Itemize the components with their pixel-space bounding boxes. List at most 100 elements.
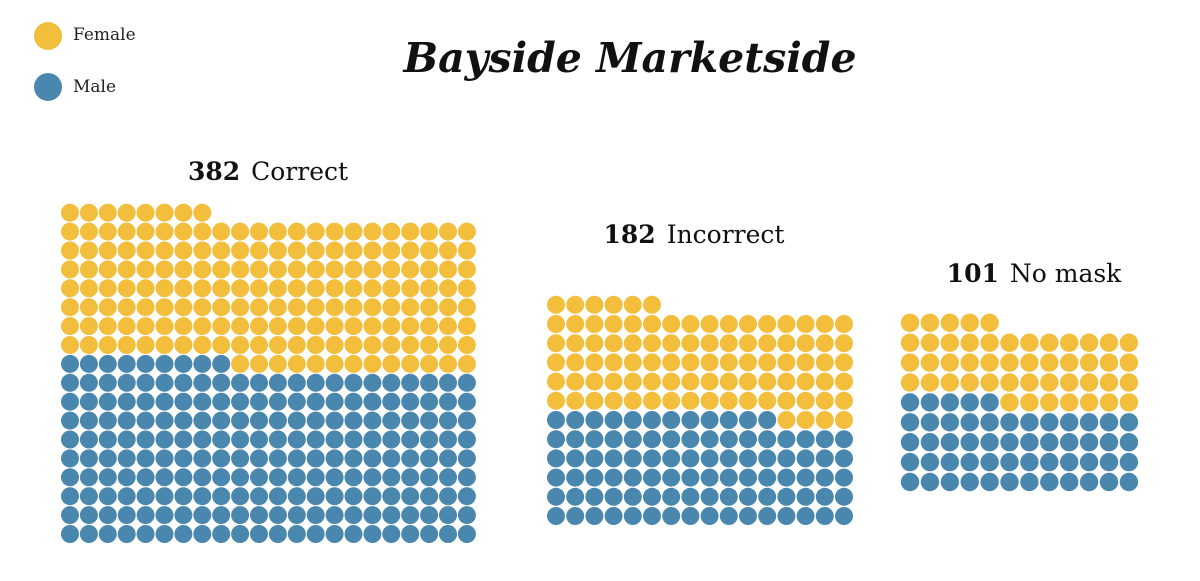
male-dot <box>980 413 999 432</box>
male-dot <box>344 506 363 525</box>
female-dot <box>193 336 212 354</box>
male-dot <box>344 373 363 392</box>
female-dot <box>547 295 565 314</box>
male-dot <box>835 507 853 525</box>
female-dot <box>287 279 306 298</box>
male-dot <box>815 449 834 468</box>
female-dot <box>287 260 306 279</box>
female-dot <box>193 317 212 336</box>
female-dot <box>815 353 834 372</box>
male-dot <box>231 411 250 430</box>
male-dot <box>325 392 344 411</box>
male-dot <box>719 449 738 468</box>
male-dot <box>287 487 306 506</box>
female-dot <box>700 391 719 410</box>
female-dot <box>193 222 212 241</box>
female-dot <box>325 317 344 336</box>
male-dot <box>900 472 920 492</box>
male-dot <box>980 452 999 472</box>
female-dot <box>363 279 382 298</box>
male-dot <box>401 468 420 487</box>
female-dot <box>174 298 193 317</box>
male-dot <box>439 430 457 449</box>
male-dot <box>117 506 136 525</box>
male-dot <box>585 468 604 487</box>
dots-no-mask <box>900 313 1139 492</box>
female-dot <box>306 279 325 298</box>
male-dot <box>193 392 212 411</box>
female-dot <box>681 372 700 391</box>
female-dot <box>420 222 439 241</box>
male-dot <box>61 525 79 543</box>
female-dot <box>212 241 231 260</box>
female-dot <box>439 279 457 298</box>
male-dot <box>439 449 457 468</box>
male-dot <box>79 392 98 411</box>
male-dot <box>920 452 940 472</box>
female-dot <box>681 353 700 372</box>
male-dot <box>136 430 155 449</box>
male-dot <box>174 468 193 487</box>
male-dot <box>420 449 439 468</box>
female-dot <box>136 298 155 317</box>
male-dot <box>363 468 382 487</box>
male-dot <box>231 487 250 506</box>
male-dot <box>420 392 439 411</box>
female-dot <box>815 315 834 333</box>
female-dot <box>155 298 174 317</box>
female-dot <box>604 353 623 372</box>
male-dot <box>136 525 155 543</box>
female-dot <box>174 279 193 298</box>
female-dot <box>325 336 344 354</box>
female-dot <box>268 222 287 241</box>
male-dot <box>835 430 853 449</box>
female-dot <box>306 354 325 373</box>
male-dot <box>1079 472 1099 492</box>
male-dot <box>547 449 565 468</box>
male-dot <box>117 354 136 373</box>
male-dot <box>1000 433 1019 452</box>
female-dot <box>61 260 79 279</box>
male-dot <box>547 468 565 487</box>
male-dot <box>420 373 439 392</box>
female-dot <box>960 373 979 392</box>
male-dot <box>700 487 719 506</box>
male-dot <box>777 487 796 506</box>
female-dot <box>960 333 979 352</box>
male-dot <box>758 411 777 429</box>
female-dot <box>117 241 136 260</box>
female-dot <box>439 354 457 373</box>
male-dot <box>1079 433 1099 452</box>
male-dot <box>344 487 363 506</box>
male-dot <box>155 430 174 449</box>
male-dot <box>287 373 306 392</box>
male-dot <box>940 452 959 472</box>
female-dot <box>960 313 979 332</box>
male-dot <box>79 525 98 543</box>
group-label: No mask <box>1010 259 1122 288</box>
male-dot <box>117 392 136 411</box>
male-dot <box>566 411 585 429</box>
female-dot <box>363 317 382 336</box>
male-dot <box>796 487 815 506</box>
female-dot <box>193 298 212 317</box>
male-dot <box>719 468 738 487</box>
female-dot <box>1060 353 1079 372</box>
female-dot <box>1040 393 1059 412</box>
male-dot <box>306 487 325 506</box>
female-dot <box>363 336 382 354</box>
female-dot <box>1119 373 1139 392</box>
female-dot <box>835 391 853 410</box>
male-dot <box>719 411 738 429</box>
male-dot <box>662 411 681 429</box>
female-dot <box>547 315 565 333</box>
male-dot <box>700 430 719 449</box>
female-dot <box>325 241 344 260</box>
male-dot <box>835 449 853 468</box>
male-dot <box>547 507 565 525</box>
female-dot <box>585 315 604 333</box>
male-dot <box>363 373 382 392</box>
female-dot <box>439 222 457 241</box>
female-dot <box>681 315 700 333</box>
male-dot <box>401 430 420 449</box>
